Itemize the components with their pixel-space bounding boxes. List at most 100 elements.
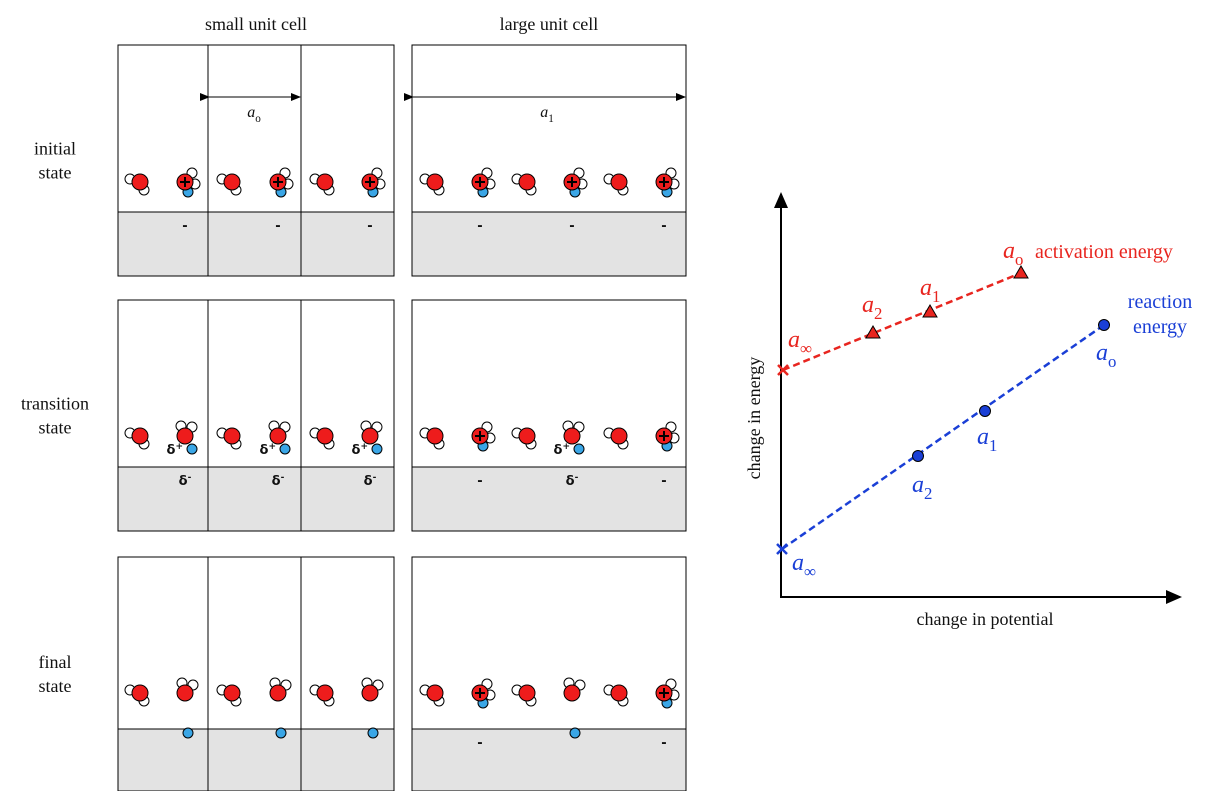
oxygen bbox=[316, 427, 334, 445]
x-axis-label: change in potential bbox=[917, 609, 1054, 629]
row-label: state bbox=[39, 163, 72, 183]
oxygen bbox=[518, 684, 536, 702]
oxygen bbox=[316, 684, 334, 702]
negative-charge: - bbox=[661, 736, 666, 751]
subscript: 1 bbox=[989, 436, 997, 455]
charge-sign: + bbox=[562, 442, 570, 452]
subscript: o bbox=[255, 113, 261, 125]
row-label: state bbox=[39, 418, 72, 438]
point-marker bbox=[1098, 319, 1110, 331]
substrate bbox=[412, 729, 686, 791]
oxygen bbox=[426, 173, 444, 191]
oxygen bbox=[131, 684, 149, 702]
subscript: ∞ bbox=[804, 562, 816, 581]
symbol: a bbox=[977, 424, 989, 450]
row-label: state bbox=[39, 676, 72, 696]
row-label: final bbox=[39, 652, 72, 672]
oxygen bbox=[223, 427, 241, 445]
symbol-label: a1 bbox=[920, 275, 940, 306]
partial-charge: δ+ bbox=[167, 442, 183, 458]
negative-charge: - bbox=[477, 736, 482, 751]
column-header: small unit cell bbox=[205, 14, 307, 34]
symbol: a bbox=[862, 292, 874, 318]
charge-sign: - bbox=[281, 473, 285, 483]
oxygen bbox=[176, 427, 194, 445]
delta: δ bbox=[352, 443, 361, 458]
symbol: a bbox=[247, 104, 255, 121]
symbol-label: a∞ bbox=[792, 550, 816, 581]
oxygen bbox=[176, 684, 194, 702]
substrate bbox=[412, 212, 686, 276]
symbol-label: ao bbox=[1096, 340, 1116, 371]
proton bbox=[186, 443, 198, 455]
oxygen bbox=[610, 427, 628, 445]
oxygen bbox=[426, 684, 444, 702]
subscript: 2 bbox=[874, 304, 882, 323]
proton bbox=[573, 443, 585, 455]
point-marker bbox=[865, 325, 881, 339]
unit-cell-panel bbox=[117, 299, 395, 532]
proton bbox=[182, 727, 194, 739]
oxygen bbox=[223, 684, 241, 702]
oxygen bbox=[610, 173, 628, 191]
unit-cell-panel bbox=[411, 556, 687, 791]
substrate bbox=[118, 729, 394, 791]
y-axis-label: change in energy bbox=[744, 357, 764, 480]
symbol: a bbox=[920, 275, 932, 301]
limit-marker bbox=[777, 364, 789, 376]
partial-charge: δ+ bbox=[352, 442, 368, 458]
point-marker bbox=[922, 304, 938, 318]
subscript: 2 bbox=[924, 484, 932, 503]
symbol: a bbox=[792, 550, 804, 576]
oxygen bbox=[269, 427, 287, 445]
delta: δ bbox=[272, 474, 281, 489]
subscript: ∞ bbox=[800, 339, 812, 358]
subscript: 1 bbox=[548, 113, 554, 125]
substrate bbox=[412, 467, 686, 531]
symbol-label: a1 bbox=[540, 104, 554, 125]
delta: δ bbox=[260, 443, 269, 458]
symbol: a bbox=[788, 327, 800, 353]
subscript: 1 bbox=[932, 287, 940, 306]
substrate bbox=[118, 467, 394, 531]
delta: δ bbox=[167, 443, 176, 458]
charge-sign: + bbox=[175, 442, 183, 452]
oxygen bbox=[518, 427, 536, 445]
charge-sign: - bbox=[575, 473, 579, 483]
oxygen bbox=[426, 427, 444, 445]
delta: δ bbox=[179, 474, 188, 489]
proton bbox=[279, 443, 291, 455]
symbol-label: ao bbox=[247, 104, 261, 125]
limit-marker bbox=[776, 543, 788, 555]
symbol-label: a1 bbox=[977, 424, 997, 455]
oxygen bbox=[361, 684, 379, 702]
row-label: transition bbox=[21, 394, 89, 414]
oxygen bbox=[269, 684, 287, 702]
unit-cell-panel bbox=[117, 44, 395, 277]
oxygen bbox=[223, 173, 241, 191]
subscript: o bbox=[1108, 352, 1116, 371]
partial-charge: δ- bbox=[272, 473, 285, 489]
delta: δ bbox=[566, 474, 575, 489]
oxygen bbox=[361, 427, 379, 445]
series-label: activation energy bbox=[1035, 241, 1173, 263]
delta: δ bbox=[364, 474, 373, 489]
partial-charge: δ+ bbox=[260, 442, 276, 458]
oxygen bbox=[518, 173, 536, 191]
oxygen bbox=[563, 427, 581, 445]
symbol: a bbox=[912, 472, 924, 498]
unit-cell-panel bbox=[411, 299, 687, 532]
oxygen bbox=[131, 427, 149, 445]
oxygen bbox=[131, 173, 149, 191]
subscript: o bbox=[1015, 250, 1023, 269]
proton bbox=[569, 727, 581, 739]
point-marker bbox=[979, 405, 991, 417]
negative-charge: - bbox=[661, 474, 666, 489]
proton bbox=[275, 727, 287, 739]
substrate bbox=[118, 212, 394, 276]
symbol-label: a2 bbox=[912, 472, 932, 503]
partial-charge: δ- bbox=[566, 473, 579, 489]
symbol: a bbox=[1096, 340, 1108, 366]
proton bbox=[367, 727, 379, 739]
